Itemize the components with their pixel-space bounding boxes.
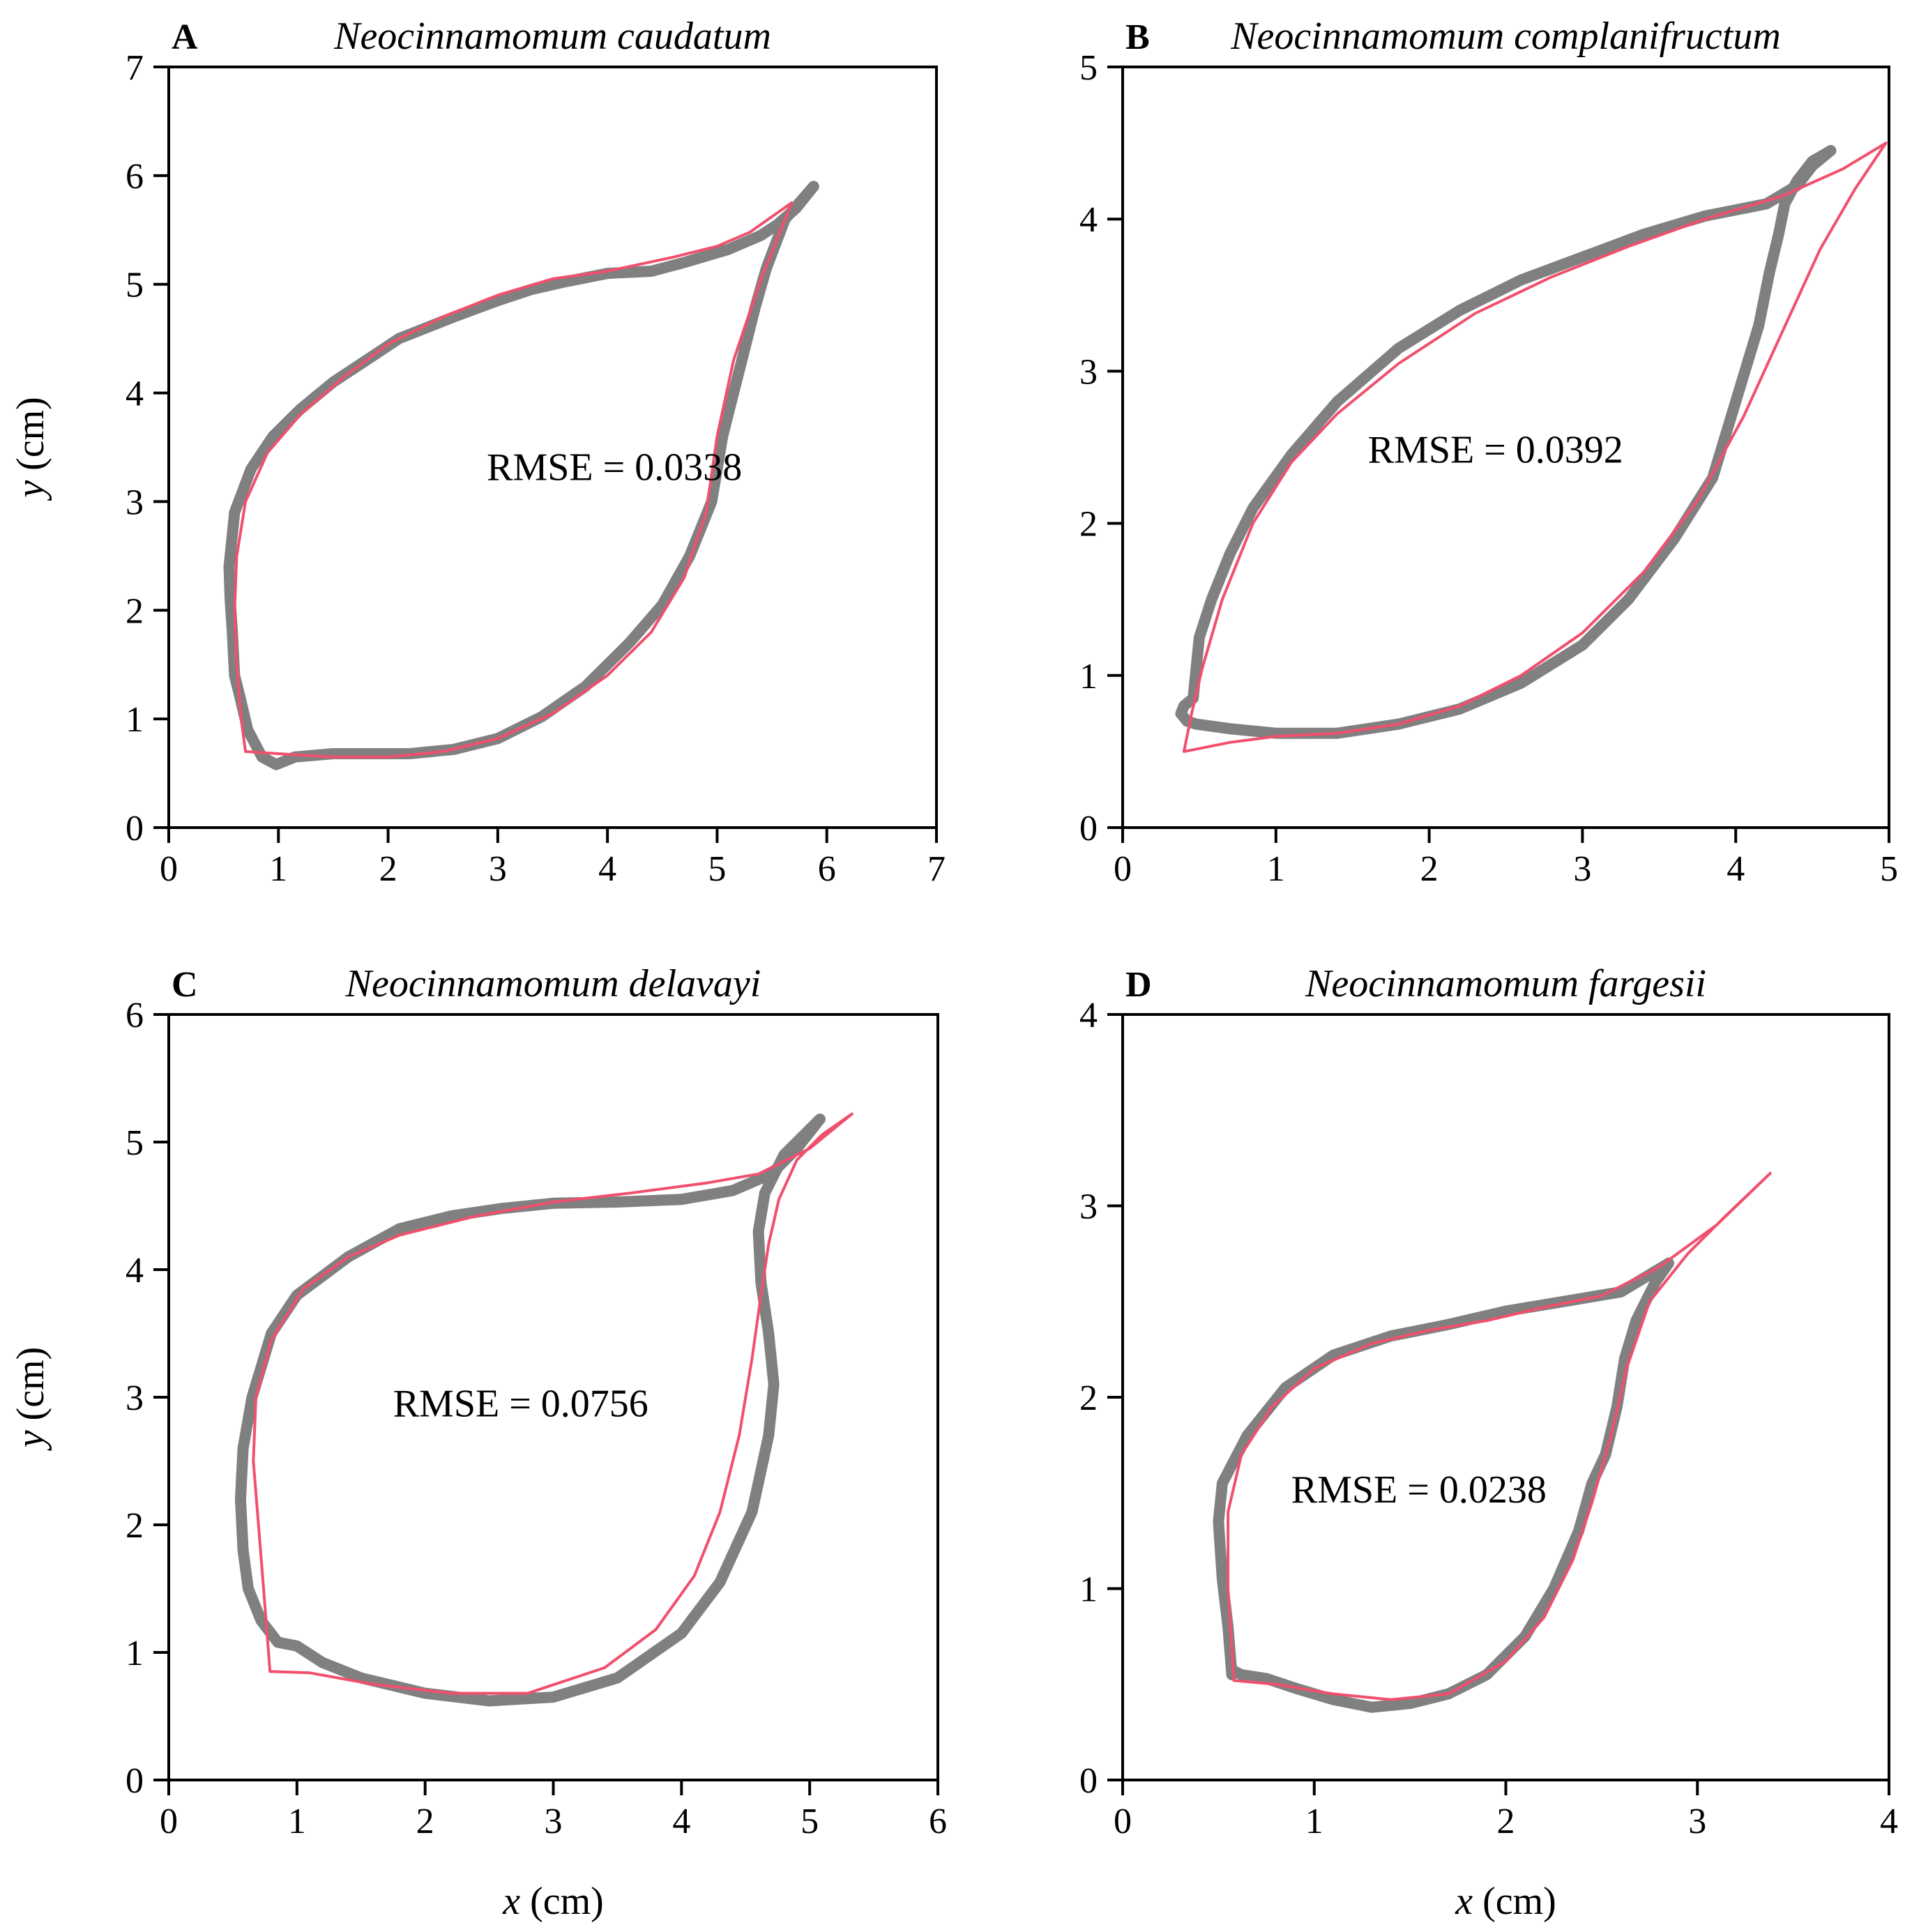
panel-a-x-tick-label-7: 7 <box>927 849 946 889</box>
panel-b-y-tick-label-2: 2 <box>1079 505 1098 545</box>
panel-c-y-tick-label-1: 1 <box>126 1634 144 1673</box>
panel-b-y-tick-label-1: 1 <box>1079 657 1098 697</box>
panel-c-series-fitted-curve <box>252 1112 853 1695</box>
panel-a-series-fitted-curve <box>233 201 794 759</box>
panel-a-y-tick-label-7: 7 <box>126 48 144 88</box>
panel-b-x-tick-label-5: 5 <box>1880 849 1898 889</box>
panel-d-plot-frame <box>1121 1013 1890 1781</box>
panel-d-y-tick-label-3: 3 <box>1079 1187 1098 1227</box>
panel-b-letter: B <box>1125 17 1150 57</box>
panel-c-x-tick-label-0: 0 <box>160 1802 178 1841</box>
panel-b-y-tick-label-4: 4 <box>1079 200 1098 240</box>
panel-a-x-tick-label-0: 0 <box>160 849 178 889</box>
panel-b-x-tick-label-3: 3 <box>1573 849 1591 889</box>
panel-a-y-axis-unit: (cm) <box>9 397 52 480</box>
panel-a-y-axis-label: y (cm) <box>9 397 52 501</box>
panel-a-x-tick-label-3: 3 <box>489 849 507 889</box>
panel-a-rmse-label: RMSE = 0.0338 <box>487 446 742 489</box>
panel-a-title: Neocinnamomum caudatum <box>333 15 771 58</box>
panel-b-x-tick-label-4: 4 <box>1727 849 1745 889</box>
panel-b-plot-frame <box>1121 66 1890 829</box>
panel-a-x-tick-label-4: 4 <box>598 849 616 889</box>
panel-b-title: Neocinnamomum complanifructum <box>1230 15 1781 58</box>
panel-c-x-axis-unit: (cm) <box>520 1880 604 1923</box>
panel-c-x-tick-label-1: 1 <box>288 1802 306 1841</box>
panel-b-y-tick-label-3: 3 <box>1079 352 1098 392</box>
panel-d-x-tick-label-1: 1 <box>1305 1802 1323 1841</box>
panel-a-y-tick-label-3: 3 <box>126 482 144 522</box>
panel-c-y-tick-label-6: 6 <box>126 996 144 1035</box>
panel-d-y-tick-label-2: 2 <box>1079 1378 1098 1418</box>
panel-c-x-tick-label-4: 4 <box>672 1802 690 1841</box>
panel-a-y-axis-var: y <box>9 480 52 501</box>
panel-a-y-tick-label-5: 5 <box>126 266 144 305</box>
panel-c-y-tick-label-5: 5 <box>126 1123 144 1163</box>
panel-d-rmse-label: RMSE = 0.0238 <box>1291 1468 1547 1512</box>
panel-b-x-tick-label-1: 1 <box>1267 849 1285 889</box>
panel-c-y-tick-label-4: 4 <box>126 1251 144 1291</box>
panel-b-y-tick-label-0: 0 <box>1079 809 1098 849</box>
panel-c-x-axis-var: x <box>502 1880 520 1923</box>
panel-c-y-tick-label-3: 3 <box>126 1378 144 1418</box>
panel-a-letter: A <box>172 17 198 57</box>
panel-d-x-axis-label: x (cm) <box>1455 1880 1556 1923</box>
panel-c-y-axis-label: y (cm) <box>9 1347 52 1452</box>
panel-d-series-fitted-curve <box>1227 1171 1772 1701</box>
panel-d-x-axis-var: x <box>1455 1880 1473 1923</box>
panel-d-title: Neocinnamomum fargesii <box>1305 962 1706 1005</box>
panel-b-x-tick-label-2: 2 <box>1420 849 1439 889</box>
panel-d-letter: D <box>1125 965 1152 1005</box>
panel-c-x-tick-label-2: 2 <box>416 1802 434 1841</box>
panel-b-rmse-label: RMSE = 0.0392 <box>1368 428 1623 471</box>
panel-d-x-tick-label-4: 4 <box>1880 1802 1898 1841</box>
panel-d-y-tick-label-4: 4 <box>1079 996 1098 1035</box>
panel-b-y-tick-label-5: 5 <box>1079 48 1098 88</box>
panel-a-x-tick-label-1: 1 <box>269 849 287 889</box>
panel-a-y-tick-label-6: 6 <box>126 157 144 197</box>
panel-c-x-tick-label-3: 3 <box>545 1802 563 1841</box>
panel-a-x-tick-label-6: 6 <box>818 849 836 889</box>
panel-d-y-tick-label-1: 1 <box>1079 1570 1098 1610</box>
panel-c-y-tick-label-2: 2 <box>126 1506 144 1546</box>
panel-c-x-tick-label-6: 6 <box>929 1802 947 1841</box>
panel-a-y-tick-label-4: 4 <box>126 374 144 414</box>
panel-c-rmse-label: RMSE = 0.0756 <box>393 1382 648 1425</box>
panel-a-y-tick-label-1: 1 <box>126 700 144 740</box>
panel-c-letter: C <box>172 965 198 1005</box>
panel-a-x-tick-label-5: 5 <box>708 849 726 889</box>
panel-d-x-axis-unit: (cm) <box>1473 1880 1556 1923</box>
panel-c-y-tick-label-0: 0 <box>126 1761 144 1801</box>
panel-b-series-leaf-boundary <box>1175 145 1837 739</box>
panel-c-y-axis-unit: (cm) <box>9 1347 52 1431</box>
panel-a-y-tick-label-0: 0 <box>126 809 144 849</box>
panel-d-x-tick-label-3: 3 <box>1688 1802 1706 1841</box>
panel-c-title: Neocinnamomum delavayi <box>345 962 761 1005</box>
panel-b-series-fitted-curve <box>1182 142 1888 753</box>
panel-a-x-tick-label-2: 2 <box>379 849 397 889</box>
panel-d-x-tick-label-2: 2 <box>1497 1802 1515 1841</box>
panel-b-x-tick-label-0: 0 <box>1114 849 1132 889</box>
panel-d-y-tick-label-0: 0 <box>1079 1761 1098 1801</box>
panel-a-plot-frame <box>167 66 938 829</box>
panel-c-y-axis-var: y <box>9 1430 52 1451</box>
panel-a-y-tick-label-2: 2 <box>126 591 144 631</box>
panel-c-x-tick-label-5: 5 <box>801 1802 819 1841</box>
panel-c-x-axis-label: x (cm) <box>502 1880 604 1923</box>
panel-d-x-tick-label-0: 0 <box>1114 1802 1132 1841</box>
